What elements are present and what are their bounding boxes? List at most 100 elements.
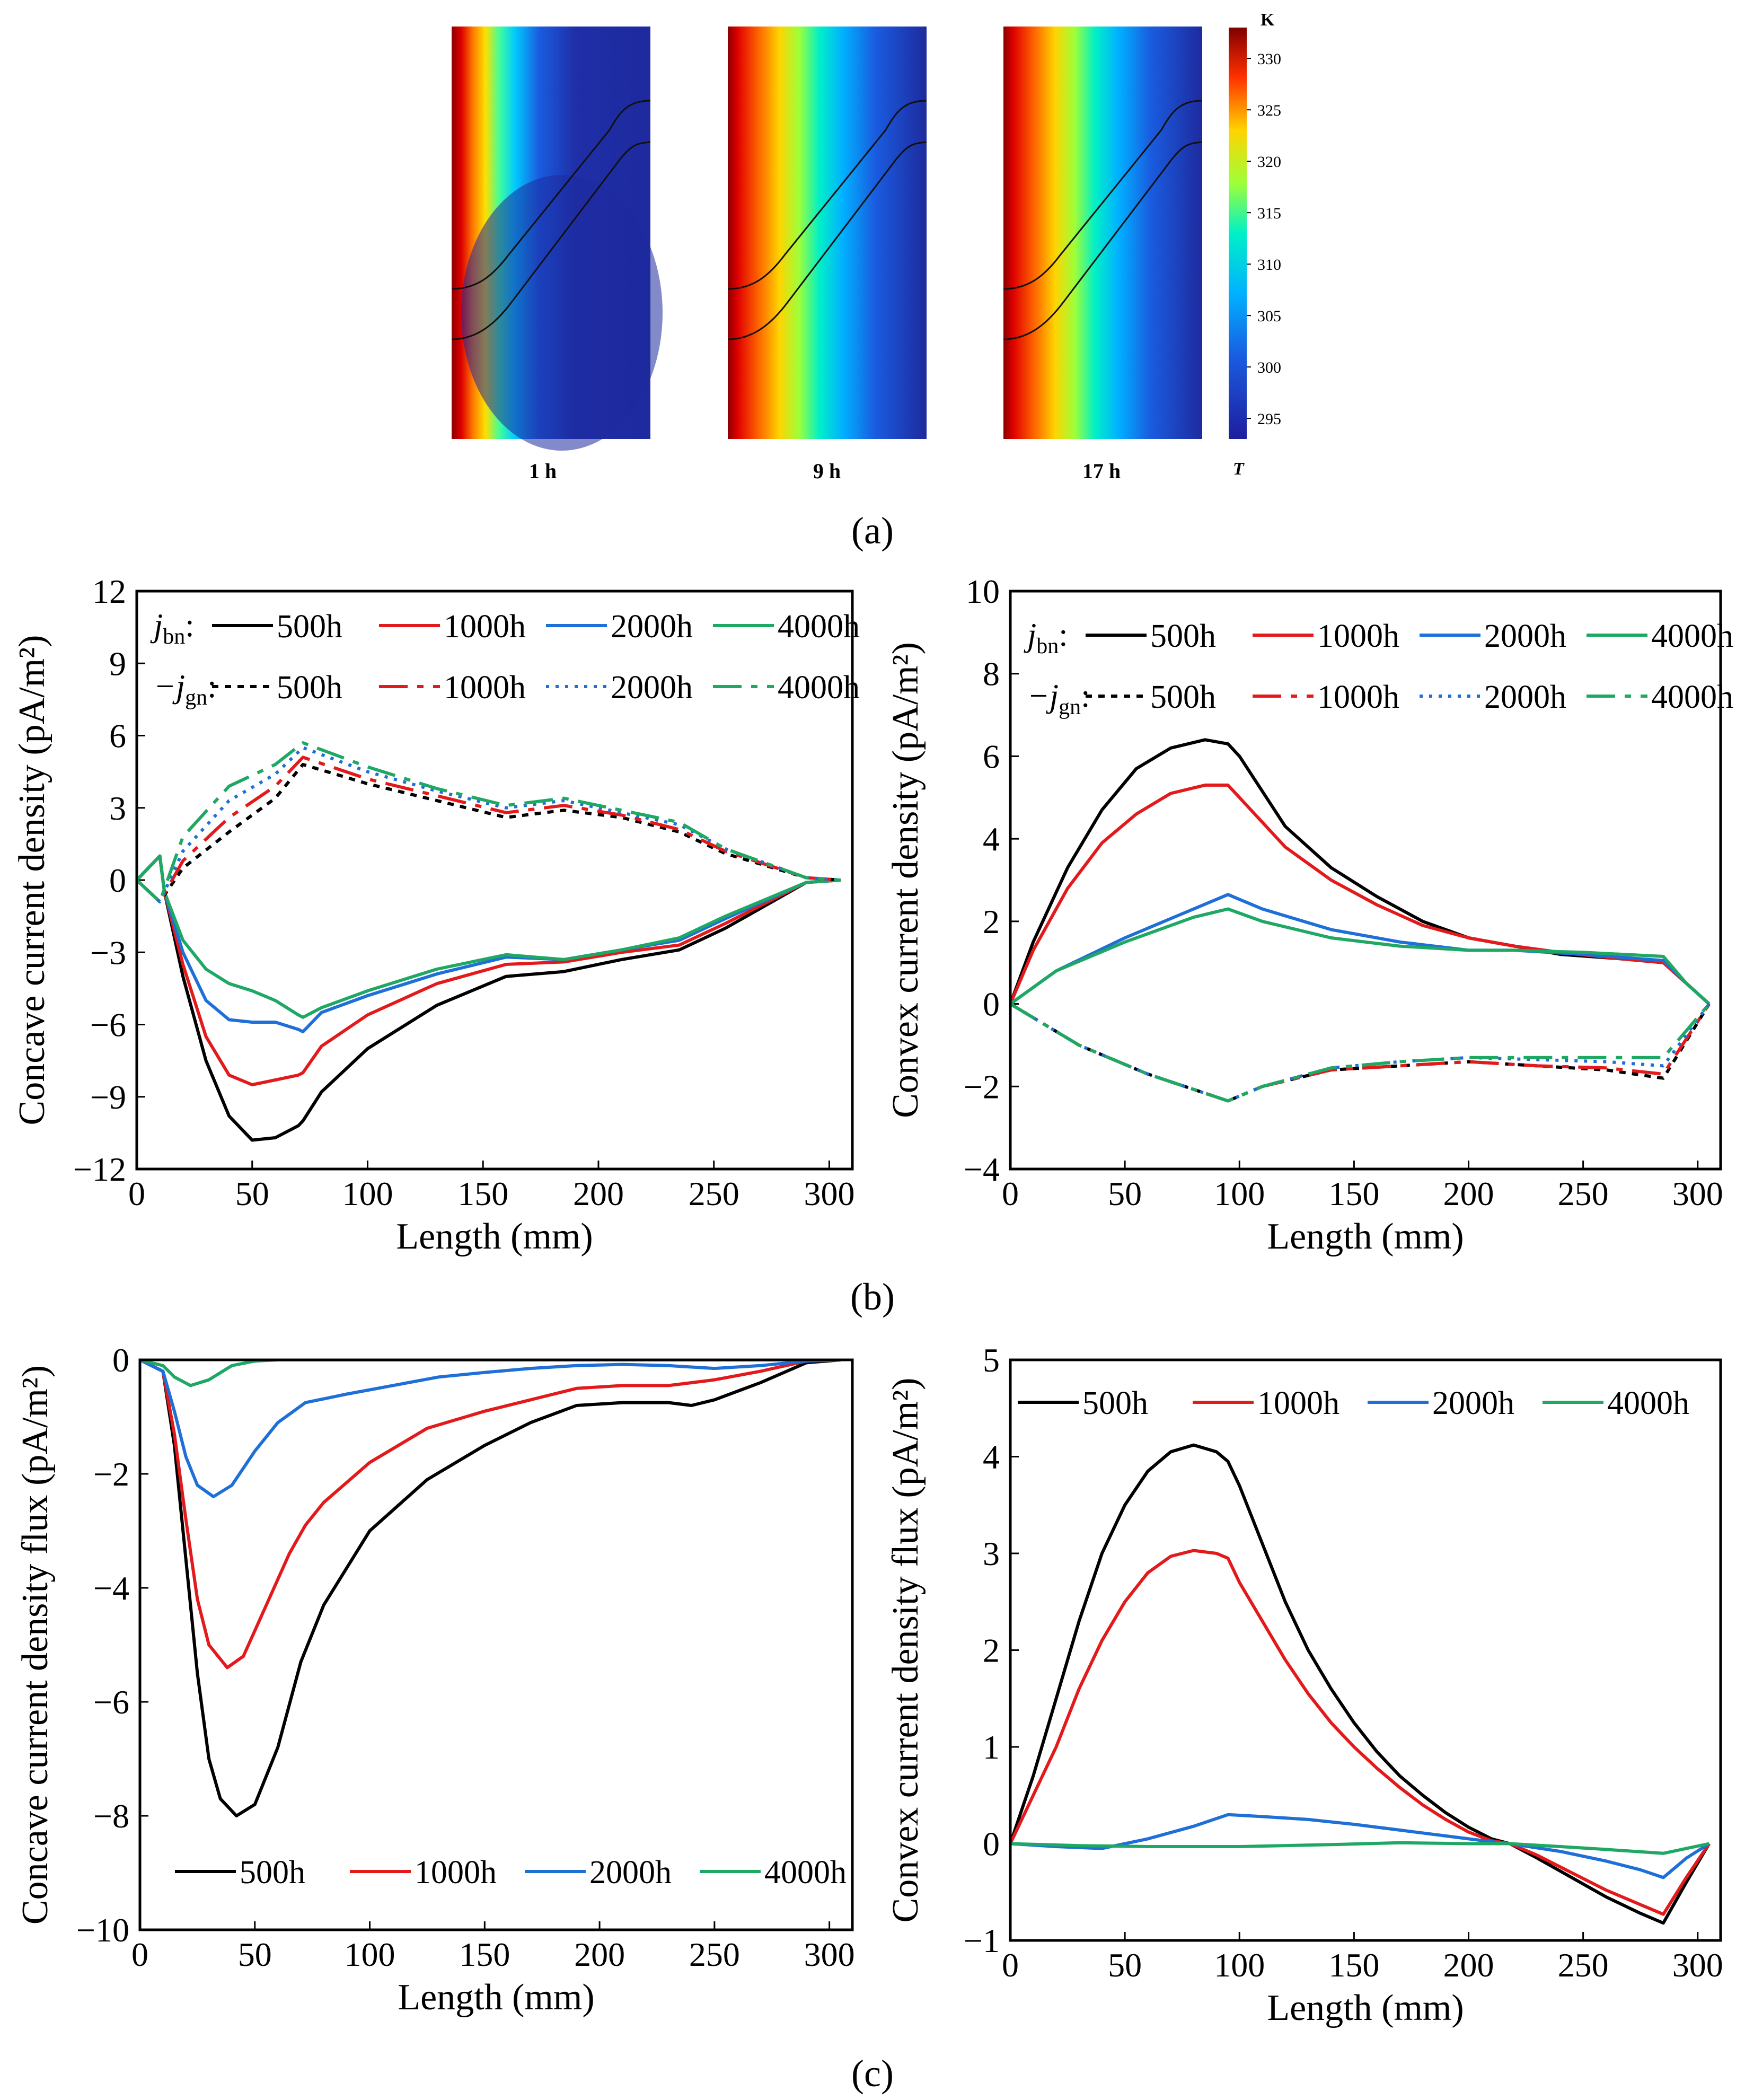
heatmap-label-17h: 17 h (1082, 459, 1121, 483)
x-axis-label: Length (mm) (396, 1216, 593, 1257)
colorbar-gradient (1229, 28, 1247, 439)
x-tick-label: 150 (457, 1175, 508, 1212)
x-tick-label: 0 (1002, 1946, 1019, 1984)
heatmap-group: 1 h 9 h 17 h (451, 27, 1203, 483)
series-line--jgn-500h (137, 763, 841, 903)
colorbar-tick-label: 310 (1257, 256, 1281, 274)
y-axis-label: Concave current density (pA/m²) (12, 635, 52, 1126)
legend-label-4000h: 4000h (1607, 1385, 1689, 1421)
x-tick-label: 200 (1443, 1175, 1494, 1212)
y-tick-label: −2 (93, 1455, 129, 1493)
legend-label-4000h: 4000h (778, 609, 860, 645)
legend-label-4000h: 4000h (764, 1855, 847, 1891)
legend-label-1000h: 1000h (1317, 618, 1399, 654)
x-tick-label: 100 (1214, 1175, 1265, 1212)
legend-label-4000h: 4000h (778, 670, 860, 706)
series-line-jbn-500h (1010, 738, 1711, 1005)
x-tick-label: 50 (238, 1936, 272, 1973)
series-line--jgn-2000h (137, 746, 841, 903)
y-tick-label: 0 (983, 986, 1000, 1023)
x-tick-label: 250 (689, 1175, 739, 1212)
plot-frame (1009, 590, 1722, 1171)
x-tick-label: 150 (459, 1936, 510, 1973)
y-tick-label: −8 (93, 1797, 129, 1835)
series-line-500h (140, 1360, 841, 1817)
series-line-500h (1010, 1443, 1711, 1925)
y-tick-label: −6 (90, 1006, 126, 1044)
series-line--jgn-4000h (137, 741, 841, 903)
legend-label-2000h: 2000h (1432, 1385, 1514, 1421)
series-line-4000h (140, 1360, 841, 1387)
x-tick-label: 300 (1672, 1175, 1723, 1212)
heatmap-17h (1003, 27, 1203, 439)
y-tick-label: 6 (983, 737, 1000, 775)
colorbar-tick-label: 330 (1257, 50, 1281, 68)
x-tick-label: 200 (1443, 1946, 1494, 1984)
x-tick-label: 250 (689, 1936, 740, 1973)
x-tick-label: 200 (573, 1175, 624, 1212)
heatmap-9h (727, 27, 927, 439)
x-tick-label: 300 (804, 1175, 854, 1212)
legend-symbol: jbn: (150, 608, 194, 649)
chart-concave-flux: 0 50 100 150 200 250 300 −10 −8 −6 −4 −2 0 Length (mm… (15, 1341, 855, 2018)
y-tick-label: 1 (983, 1728, 1000, 1766)
series-line-jbn-4000h (137, 854, 841, 1019)
y-tick-label: 9 (109, 645, 126, 682)
x-axis-label: Length (mm) (1267, 1216, 1464, 1257)
series-line-jbn-4000h (1010, 907, 1711, 1006)
series-line-1000h (1010, 1549, 1711, 1916)
legend-label-500h: 500h (277, 609, 342, 645)
y-tick-label: 0 (112, 1341, 129, 1379)
colorbar-tick-label: 300 (1257, 359, 1281, 376)
x-tick-label: 0 (131, 1936, 148, 1973)
series-line--jgn-500h (1010, 1003, 1711, 1103)
x-axis-label: Length (mm) (398, 1977, 594, 2018)
colorbar: K T 330 325 320 315 310 305 300 295 (1229, 10, 1281, 479)
y-tick-label: 10 (966, 573, 1000, 610)
y-tick-label: 2 (983, 903, 1000, 941)
y-tick-label: −12 (73, 1150, 126, 1188)
y-tick-label: −4 (93, 1569, 129, 1607)
legend-label-1000h: 1000h (415, 1855, 497, 1891)
x-tick-label: 50 (1108, 1175, 1142, 1212)
y-tick-label: −9 (90, 1078, 126, 1116)
series-line--jgn-1000h (1010, 1003, 1711, 1103)
series-line--jgn-2000h (1010, 1003, 1711, 1103)
x-tick-label: 100 (1214, 1946, 1265, 1984)
legend-label-500h: 500h (240, 1855, 305, 1891)
y-tick-label: −3 (90, 934, 126, 971)
y-tick-label: −4 (964, 1150, 1000, 1188)
y-tick-label: 2 (983, 1632, 1000, 1670)
panel-label-b: (b) (850, 1276, 895, 1318)
x-tick-label: 100 (345, 1936, 395, 1973)
x-tick-label: 0 (128, 1175, 145, 1212)
legend-label-2000h: 2000h (611, 609, 693, 645)
chart-concave-current-density: 0 50 100 150 200 250 300 −12 −9 −6 −3 0 3 6 9 12 Length … (12, 573, 860, 1257)
y-tick-label: 3 (109, 789, 126, 827)
y-tick-label: 5 (983, 1341, 1000, 1379)
colorbar-tick-label: 315 (1257, 205, 1281, 222)
y-tick-label: 3 (983, 1535, 1000, 1572)
x-tick-label: 0 (1002, 1175, 1019, 1212)
legend-label-2000h: 2000h (611, 670, 693, 706)
x-tick-label: 50 (235, 1175, 269, 1212)
legend-label-4000h: 4000h (1651, 679, 1733, 715)
heatmap-label-1h: 1 h (529, 459, 557, 483)
series-line-jbn-1000h (137, 854, 841, 1086)
legend-label-1000h: 1000h (1257, 1385, 1339, 1421)
x-tick-label: 250 (1558, 1946, 1609, 1984)
legend-symbol: jbn: (1024, 617, 1068, 658)
colorbar-tick-label: 295 (1257, 410, 1281, 428)
y-tick-label: −10 (76, 1911, 129, 1949)
colorbar-tick-label: 325 (1257, 102, 1281, 119)
plot-frame (135, 590, 854, 1171)
series-line-4000h (1010, 1841, 1710, 1855)
plot-frame (1009, 1358, 1722, 1942)
x-tick-label: 100 (342, 1175, 393, 1212)
panel-label-c: (c) (851, 2052, 894, 2095)
series-line--jgn-4000h (1010, 1003, 1711, 1103)
legend-label-2000h: 2000h (589, 1855, 672, 1891)
colorbar-tick-label: 320 (1257, 153, 1281, 171)
y-axis-label: Concave current density flux (pA/m²) (15, 1365, 56, 1925)
